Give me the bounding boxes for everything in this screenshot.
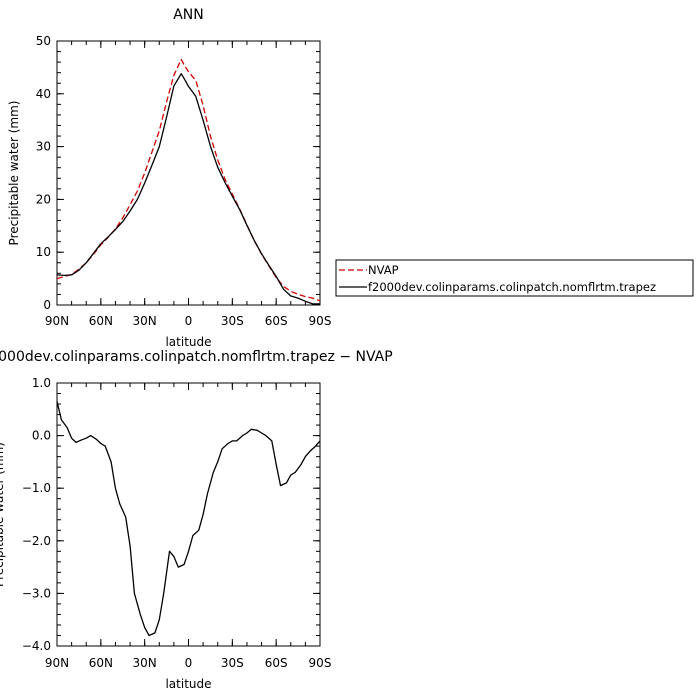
series-line-0 bbox=[56, 58, 321, 302]
plot-frame bbox=[56, 40, 321, 306]
x-tick-label: 60N bbox=[89, 656, 113, 670]
y-tick-label: 10 bbox=[36, 245, 51, 259]
legend-label-0: NVAP bbox=[368, 263, 399, 277]
x-tick-label: 30N bbox=[133, 656, 157, 670]
series-line-1 bbox=[56, 73, 320, 305]
y-tick-label: −4.0 bbox=[22, 639, 51, 653]
x-tick-label: 0 bbox=[185, 656, 193, 670]
y-tick-label: 0.0 bbox=[32, 429, 51, 443]
x-tick-label: 90S bbox=[309, 656, 332, 670]
x-tick-label: 30S bbox=[221, 314, 244, 328]
x-tick-label: 90N bbox=[45, 656, 69, 670]
y-tick-label: 30 bbox=[36, 140, 51, 154]
x-tick-label: 90N bbox=[45, 314, 69, 328]
chart-title: ANN bbox=[173, 7, 204, 23]
x-tick-label: 60S bbox=[265, 314, 288, 328]
legend-label-1: f2000dev.colinparams.colinpatch.nomflrtm… bbox=[368, 280, 656, 294]
chart-title: f2000dev.colinparams.colinpatch.nomflrtm… bbox=[0, 349, 393, 365]
y-tick-label: 0 bbox=[43, 298, 51, 312]
plot-frame bbox=[56, 382, 321, 647]
panel-top: 90N 60N 30N 0 30S 60S 90S 0 10 20 30 40 50 ANN latitud… bbox=[7, 7, 331, 349]
y-tick-label: 1.0 bbox=[32, 376, 51, 390]
x-tick-label: 60S bbox=[265, 656, 288, 670]
y-tick-label: 40 bbox=[36, 87, 51, 101]
y-tick-label: −1.0 bbox=[22, 481, 51, 495]
legend-box bbox=[335, 259, 694, 297]
x-tick-label: 30S bbox=[221, 656, 244, 670]
y-axis-label: Precipitable water (mm) bbox=[7, 101, 21, 246]
x-tick-label: 60N bbox=[89, 314, 113, 328]
series-line-0 bbox=[56, 401, 321, 637]
x-tick-label: 0 bbox=[185, 314, 193, 328]
x-tick-label: 30N bbox=[133, 314, 157, 328]
y-tick-label: 50 bbox=[36, 34, 51, 48]
x-axis-label: latitude bbox=[165, 677, 211, 691]
legend: NVAP f2000dev.colinparams.colinpatch.nomf… bbox=[335, 259, 694, 297]
panel-bottom: 90N 60N 30N 0 30S 60S 90S 1.0 0.0 −1.0 −2.0 −3.0 −4.… bbox=[0, 349, 393, 691]
y-tick-label: 20 bbox=[36, 192, 51, 206]
y-axis-label: Precipitable water (mm) bbox=[0, 442, 6, 587]
y-tick-label: −3.0 bbox=[22, 586, 51, 600]
y-tick-label: −2.0 bbox=[22, 534, 51, 548]
x-tick-label: 90S bbox=[309, 314, 332, 328]
x-axis-label: latitude bbox=[165, 335, 211, 349]
